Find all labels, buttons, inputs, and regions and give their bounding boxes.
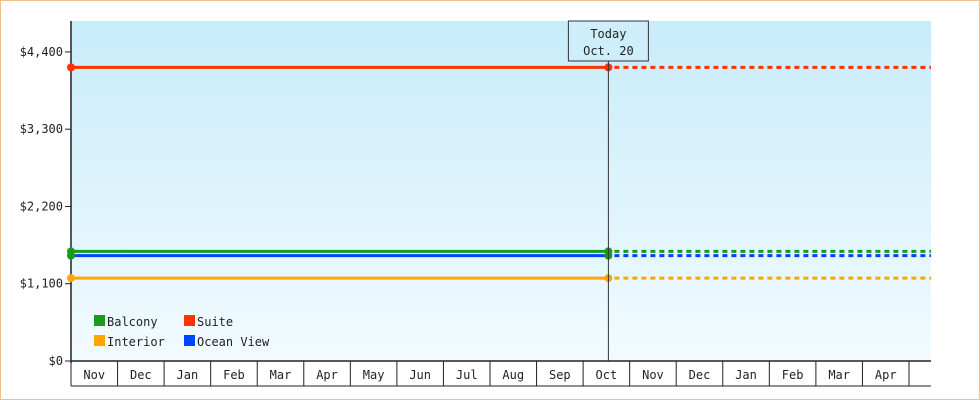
today-marker: Today Oct. 20 xyxy=(567,20,649,361)
month-label: Feb xyxy=(223,368,245,382)
series-lines xyxy=(67,63,931,283)
y-tick-label: $3,300 xyxy=(20,122,63,136)
month-label: Apr xyxy=(316,368,338,382)
month-label: Feb xyxy=(782,368,804,382)
month-label: Apr xyxy=(875,368,897,382)
month-label: Mar xyxy=(270,368,292,382)
month-label: Dec xyxy=(130,368,152,382)
month-label: Dec xyxy=(689,368,711,382)
month-label: May xyxy=(363,368,385,382)
legend-label-ocean-view: Ocean View xyxy=(197,335,270,349)
legend: Balcony Suite Interior Ocean View xyxy=(94,315,270,349)
month-label: Nov xyxy=(83,368,105,382)
series-point-balcony xyxy=(67,247,75,256)
month-label: Jul xyxy=(456,368,478,382)
today-box xyxy=(567,20,649,62)
plot-background xyxy=(71,21,931,361)
month-label: Jan xyxy=(177,368,199,382)
legend-swatch-ocean-view xyxy=(184,335,195,346)
legend-label-suite: Suite xyxy=(197,315,233,329)
legend-swatch-interior xyxy=(94,335,105,346)
month-label: Aug xyxy=(502,368,524,382)
today-date: Oct. 20 xyxy=(583,44,634,58)
month-label: Mar xyxy=(828,368,850,382)
y-axis: $0 $1,100 $2,200 $3,300 $4,400 xyxy=(20,21,72,368)
legend-swatch-suite xyxy=(184,315,195,326)
legend-label-balcony: Balcony xyxy=(107,315,158,329)
month-label: Jan xyxy=(735,368,757,382)
month-label: Sep xyxy=(549,368,571,382)
y-tick-label: $4,400 xyxy=(20,45,63,59)
y-tick-label: $2,200 xyxy=(20,199,63,213)
legend-swatch-balcony xyxy=(94,315,105,326)
today-label: Today xyxy=(590,27,626,41)
month-label: Jun xyxy=(409,368,431,382)
y-tick-label: $0 xyxy=(49,354,63,368)
month-label: Nov xyxy=(642,368,664,382)
series-point-interior xyxy=(67,274,75,283)
series-point-suite xyxy=(67,63,75,72)
y-tick-label: $1,100 xyxy=(20,277,63,291)
month-label: Oct xyxy=(596,368,618,382)
legend-label-interior: Interior xyxy=(107,335,165,349)
x-axis: Nov Dec Jan Feb Mar Apr May Jun Jul Aug Sep Oct Nov D… xyxy=(70,360,931,387)
